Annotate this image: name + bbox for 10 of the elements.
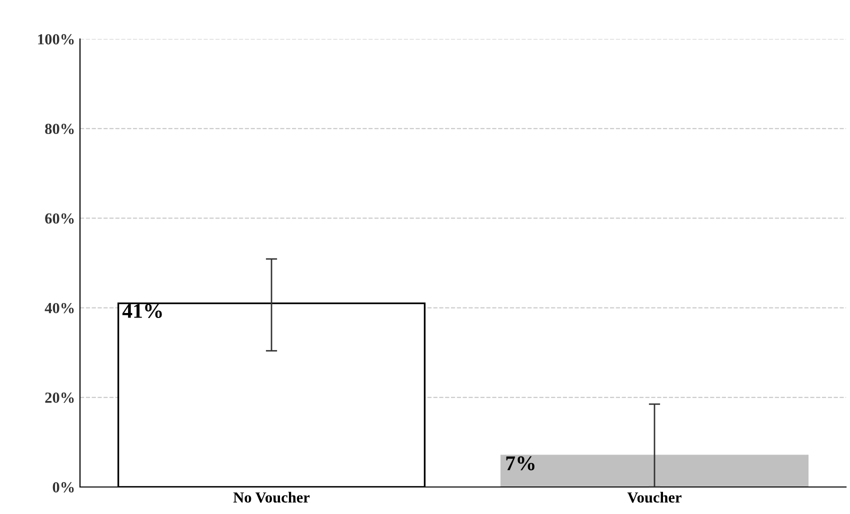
y-tick-label: 0% (52, 482, 74, 492)
y-tick-label: 40% (44, 302, 74, 314)
y-tick-label: 100% (38, 34, 74, 44)
data-label: 41% (122, 304, 162, 318)
x-tick-label: Voucher (627, 492, 682, 503)
x-tick-label: No Voucher (233, 492, 310, 503)
data-label: 7% (506, 456, 534, 470)
y-tick-label: 60% (45, 213, 74, 224)
y-tick-label: 20% (45, 392, 74, 403)
y-tick-label: 80% (45, 124, 74, 134)
